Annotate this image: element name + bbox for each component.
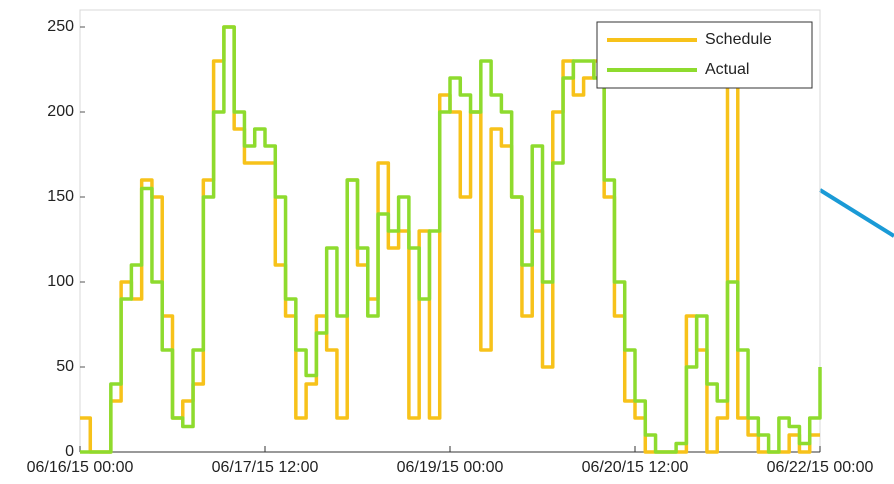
decor-line [818, 188, 894, 238]
y-tick-label: 100 [47, 273, 74, 290]
x-tick-label: 06/22/15 00:00 [767, 459, 874, 476]
x-tick-label: 06/19/15 00:00 [397, 459, 504, 476]
x-tick-label: 06/20/15 12:00 [582, 459, 689, 476]
x-tick-label: 06/17/15 12:00 [212, 459, 319, 476]
y-tick-label: 250 [47, 18, 74, 35]
x-tick-label: 06/16/15 00:00 [27, 459, 134, 476]
legend-label: Schedule [705, 31, 772, 48]
series-line [80, 25, 822, 454]
y-tick-label: 150 [47, 188, 74, 205]
y-tick-label: 200 [47, 103, 74, 120]
legend-label: Actual [705, 61, 749, 78]
y-tick-label: 50 [56, 358, 74, 375]
y-tick-label: 0 [65, 443, 74, 460]
legend-box [596, 21, 813, 89]
